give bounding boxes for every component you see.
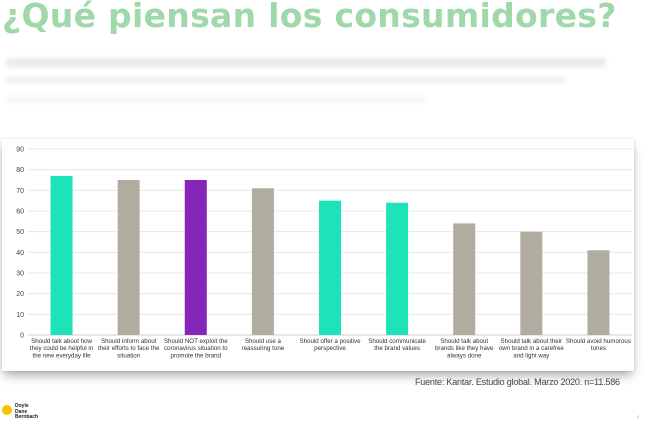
x-category-label: their efforts to face the — [98, 345, 160, 352]
blurred-subtitle-line — [6, 76, 566, 84]
source-note: Fuente: Kantar. Estudio global. Marzo 20… — [415, 377, 620, 387]
blurred-subtitle-line — [6, 58, 606, 67]
x-category-label: Should inform about — [101, 338, 157, 345]
x-category-label: brands like they have — [435, 345, 494, 352]
y-tick-label: 90 — [16, 147, 24, 154]
y-tick-label: 0 — [20, 333, 24, 340]
x-category-label: Should talk about how — [31, 338, 92, 345]
bar — [453, 223, 476, 335]
x-category-label: reassuring tone — [242, 345, 285, 352]
x-category-label: situation — [117, 352, 141, 359]
page-headline: ¿Qué piensan los consumidores? — [2, 0, 617, 35]
x-category-label: tones — [591, 345, 606, 352]
x-category-label: coronavirus situation to — [164, 345, 228, 352]
bar-chart: 0 10 20 30 40 50 60 70 80 90 Should talk about how… — [16, 147, 632, 359]
x-category-label: perspective — [314, 345, 346, 352]
corner-mark-icon: ✓ — [636, 415, 642, 421]
bar — [251, 188, 274, 335]
logo-circle-icon — [2, 405, 12, 415]
x-category-label: Should talk about their — [501, 338, 563, 345]
y-tick-label: 80 — [16, 167, 24, 174]
y-tick-label: 40 — [16, 250, 24, 257]
x-category-label: Should talk about — [440, 338, 488, 345]
bar — [587, 250, 610, 335]
x-category-label: Should use a — [245, 338, 282, 345]
x-category-label: Should NOT exploit the — [164, 338, 228, 345]
x-category-label: always done — [447, 352, 482, 359]
x-category-label: the new everyday life — [32, 352, 91, 359]
x-category-label: and light way — [513, 352, 550, 359]
x-category-label: Should offer a positive — [299, 338, 361, 345]
bar — [50, 175, 73, 335]
x-category-label: they could be helpful in — [30, 345, 94, 352]
y-tick-label: 30 — [16, 271, 24, 278]
x-category-label: promote the brand — [170, 352, 221, 359]
bar — [520, 231, 543, 335]
bar — [117, 180, 140, 335]
x-category-label: Should communicate — [368, 338, 426, 345]
bar — [386, 202, 409, 335]
bar — [184, 180, 207, 335]
y-tick-label: 10 — [16, 312, 24, 319]
y-tick-label: 70 — [16, 188, 24, 195]
y-tick-label: 20 — [16, 291, 24, 298]
y-tick-label: 50 — [16, 229, 24, 236]
y-tick-label: 60 — [16, 209, 24, 216]
chart-card: 0 10 20 30 40 50 60 70 80 90 Should talk about how… — [2, 139, 634, 371]
blurred-subtitle-line — [6, 96, 426, 103]
logo-wordmark: Doyle Dane Bernbach — [15, 403, 39, 420]
x-category-label: own brand in a carefree — [499, 345, 565, 352]
ddb-logo: Doyle Dane Bernbach — [2, 403, 39, 421]
bar — [319, 200, 341, 335]
x-category-label: Should avoid humorous — [566, 338, 631, 345]
x-category-label: the brand values — [374, 345, 420, 352]
